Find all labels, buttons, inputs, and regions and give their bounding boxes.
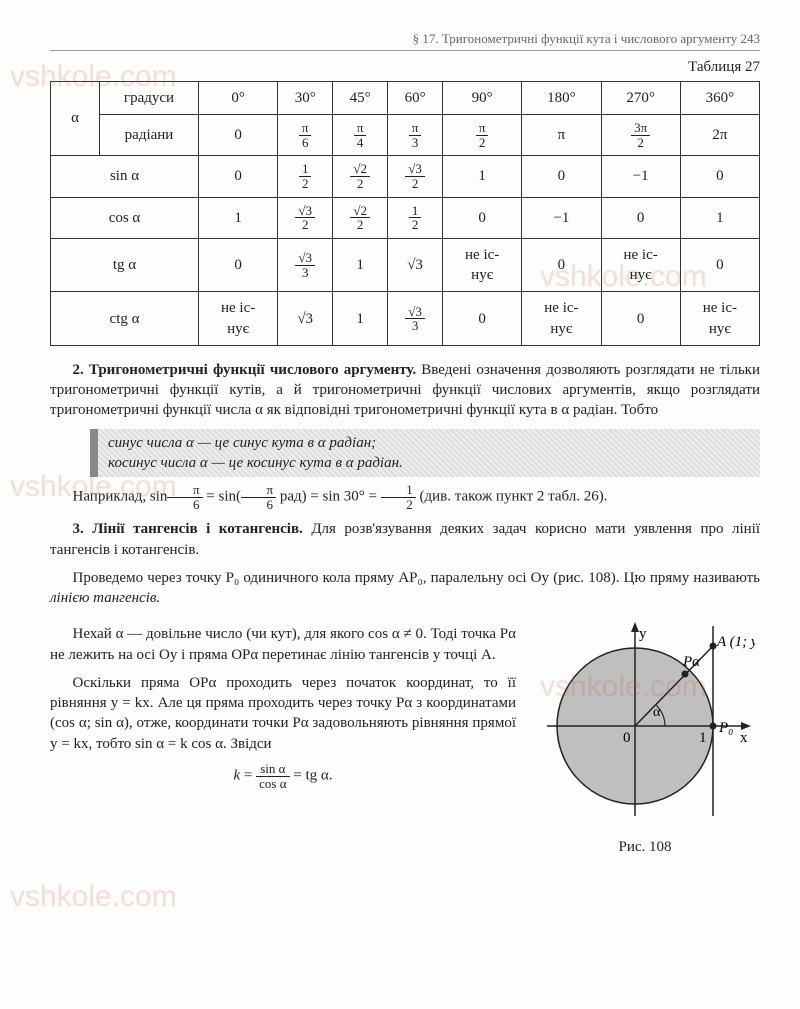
sec2-title: 2. Тригонометричні функції числового арг…	[73, 362, 417, 378]
tg-0: 0	[199, 238, 278, 292]
example-equation: Наприклад, sinπ6 = sin(π6 рад) = sin 30°…	[50, 483, 760, 511]
svg-text:0: 0	[623, 730, 631, 746]
sin-7: 0	[680, 156, 759, 197]
svg-text:P₀: P₀	[718, 720, 733, 736]
deg-6: 270°	[601, 81, 680, 114]
sec3-p2-em: лінією тангенсів.	[50, 590, 160, 606]
sec3-p2-text: Проведемо через точку P₀ одиничного кола…	[73, 570, 761, 586]
radians-label: радіани	[100, 115, 199, 156]
cos-6: 0	[601, 197, 680, 238]
degrees-label: градуси	[100, 81, 199, 114]
figure-caption: Рис. 108	[530, 837, 760, 857]
sec3-p3: Нехай α — довільне число (чи кут), для я…	[50, 624, 516, 665]
trig-table: α градуси 0° 30° 45° 60° 90° 180° 270° 3…	[50, 81, 760, 346]
watermark-5: vshkole.com	[10, 880, 177, 914]
cos-4: 0	[443, 197, 522, 238]
rad-6: 3π2	[601, 115, 680, 156]
ctg-4: 0	[443, 292, 522, 346]
definition-1: синус числа α — це синус кута в α радіан…	[108, 433, 750, 453]
cos-5: −1	[522, 197, 601, 238]
cos-1: √32	[278, 197, 333, 238]
sec3-p2: Проведемо через точку P₀ одиничного кола…	[50, 568, 760, 609]
deg-1: 30°	[278, 81, 333, 114]
sin-5: 0	[522, 156, 601, 197]
deg-5: 180°	[522, 81, 601, 114]
ctg-7: не іс-нує	[680, 292, 759, 346]
ctg-1: √3	[278, 292, 333, 346]
ctg-0: не іс-нує	[199, 292, 278, 346]
rad-2: π4	[333, 115, 388, 156]
deg-7: 360°	[680, 81, 759, 114]
cos-3: 12	[388, 197, 443, 238]
tg-6: не іс-нує	[601, 238, 680, 292]
rad-1: π6	[278, 115, 333, 156]
svg-text:x: x	[740, 730, 748, 746]
cos-label: cos α	[51, 197, 199, 238]
tg-3: √3	[388, 238, 443, 292]
rad-3: π3	[388, 115, 443, 156]
ctg-5: не іс-нує	[522, 292, 601, 346]
figure-108: y x 0 1 P₀ Pα A (1; yA) α Рис. 108	[530, 616, 760, 857]
definition-2: косинус числа α — це косинус кута в α ра…	[108, 453, 750, 473]
deg-3: 60°	[388, 81, 443, 114]
example-tail: (див. також пункт 2 табл. 26).	[420, 489, 608, 505]
example-lead: Наприклад,	[73, 489, 150, 505]
tg-7: 0	[680, 238, 759, 292]
ctg-3: √33	[388, 292, 443, 346]
svg-text:1: 1	[699, 730, 707, 746]
sin-3: √32	[388, 156, 443, 197]
deg-2: 45°	[333, 81, 388, 114]
sec3-p4: Оскільки пряма OPα проходить через почат…	[50, 673, 516, 754]
table-caption: Таблиця 27	[50, 57, 760, 77]
ctg-6: 0	[601, 292, 680, 346]
sin-4: 1	[443, 156, 522, 197]
tg-1: √33	[278, 238, 333, 292]
rad-4: π2	[443, 115, 522, 156]
tg-4: не іс-нує	[443, 238, 522, 292]
rad-7: 2π	[680, 115, 759, 156]
sin-0: 0	[199, 156, 278, 197]
section-2: 2. Тригонометричні функції числового арг…	[50, 360, 760, 421]
svg-text:Pα: Pα	[682, 654, 701, 670]
sec3-title: 3. Лінії тангенсів і котангенсів.	[73, 521, 303, 537]
sin-label: sin α	[51, 156, 199, 197]
tg-label: tg α	[51, 238, 199, 292]
svg-text:α: α	[653, 705, 661, 720]
sin-6: −1	[601, 156, 680, 197]
tg-2: 1	[333, 238, 388, 292]
cos-2: √22	[333, 197, 388, 238]
deg-4: 90°	[443, 81, 522, 114]
svg-text:A (1; yA): A (1; yA)	[716, 634, 755, 650]
cos-0: 1	[199, 197, 278, 238]
ctg-label: ctg α	[51, 292, 199, 346]
page-header: § 17. Тригонометричні функції кута і чис…	[50, 30, 760, 51]
sin-2: √22	[333, 156, 388, 197]
section-3-lead: 3. Лінії тангенсів і котангенсів. Для ро…	[50, 519, 760, 560]
alpha-cell: α	[51, 81, 100, 156]
tg-5: 0	[522, 238, 601, 292]
ctg-2: 1	[333, 292, 388, 346]
sin-1: 12	[278, 156, 333, 197]
deg-0: 0°	[199, 81, 278, 114]
final-equation: k = sin αcos α = tg α.	[50, 762, 516, 790]
rad-0: 0	[199, 115, 278, 156]
rad-5: π	[522, 115, 601, 156]
cos-7: 1	[680, 197, 759, 238]
svg-text:y: y	[639, 626, 647, 642]
definition-box: синус числа α — це синус кута в α радіан…	[90, 429, 760, 478]
